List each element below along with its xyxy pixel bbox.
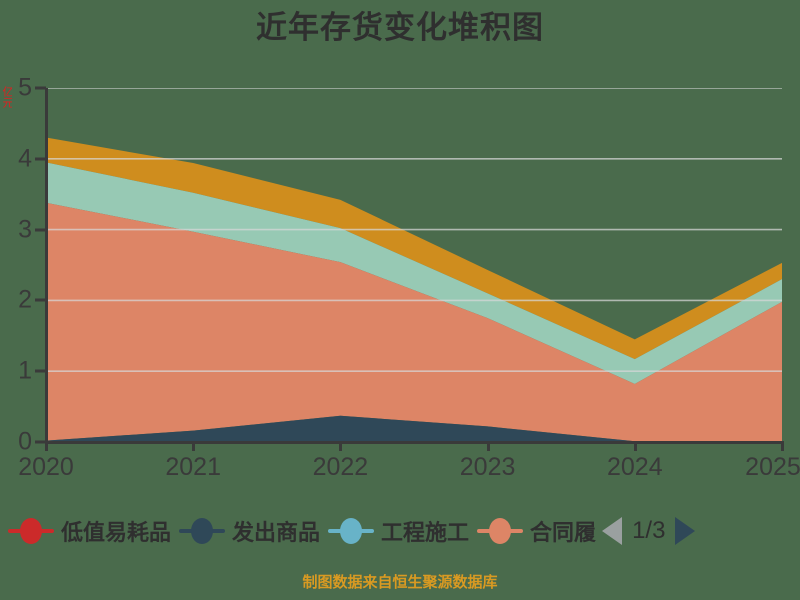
y-tick-mark — [35, 228, 46, 232]
legend-item-label: 工程施工 — [381, 520, 470, 545]
legend-marker-icon — [8, 518, 54, 544]
x-tick-label: 2020 — [18, 453, 74, 481]
y-tick-mark — [35, 440, 46, 444]
chart-title: 近年存货变化堆积图 — [256, 10, 544, 45]
x-tick-label: 2025H — [745, 453, 800, 481]
y-axis: 0 1 2 3 4 5 — [0, 70, 46, 460]
legend-pager[interactable]: 1/3 — [602, 517, 696, 545]
y-tick-mark — [35, 86, 46, 90]
x-tick-label: 2022 — [312, 453, 369, 481]
x-tick-label: 2021 — [165, 453, 221, 481]
legend-item-label: 发出商品 — [232, 520, 321, 545]
legend-marker-icon — [477, 518, 524, 544]
area-band-other — [46, 137, 782, 360]
x-axis-line — [46, 441, 782, 444]
plot-area — [46, 88, 782, 442]
y-tick-label: 3 — [18, 215, 32, 244]
x-tick-mark — [781, 441, 784, 451]
area-band-fachu — [46, 415, 782, 442]
area-band-gongcheng — [46, 162, 782, 384]
y-tick-mark — [35, 157, 46, 161]
legend-marker-icon — [328, 518, 375, 544]
legend-prev-page-arrow-icon[interactable] — [602, 517, 623, 545]
legend-item-label: 合同履 — [530, 520, 597, 545]
y-tick-mark — [35, 298, 46, 302]
x-tick-label: 2023 — [459, 453, 516, 481]
y-tick-label: 2 — [18, 285, 32, 314]
area-band-hetong — [46, 202, 782, 442]
x-tick-mark — [486, 441, 490, 451]
legend-item[interactable]: 低值易耗品 — [8, 515, 171, 547]
chart-legend: 低值易耗品 发出商品 工程施工 合同履 1/3 — [0, 505, 800, 557]
y-axis-title: 亿元 — [1, 86, 12, 108]
legend-item-label: 低值易耗品 — [61, 520, 172, 545]
legend-marker-icon — [179, 518, 226, 544]
x-tick-mark — [339, 441, 343, 451]
footer-note: 制图数据来自恒生聚源数据库 — [302, 574, 498, 591]
stacked-area-svg — [46, 88, 782, 442]
x-axis: 2020 2021 2022 2023 2024 2025H — [0, 441, 800, 487]
y-tick-label: 0 — [18, 427, 32, 456]
y-tick-label: 5 — [18, 73, 32, 102]
y-tick-label: 1 — [18, 356, 32, 385]
y-tick-label: 4 — [18, 144, 32, 173]
x-tick-label: 2024 — [606, 453, 663, 481]
legend-page-indicator: 1/3 — [632, 517, 666, 544]
legend-item[interactable]: 工程施工 — [328, 515, 469, 547]
y-tick-mark — [35, 369, 46, 373]
x-tick-mark — [192, 441, 196, 451]
legend-item[interactable]: 发出商品 — [179, 515, 320, 547]
x-tick-mark — [45, 441, 48, 451]
x-tick-mark — [633, 441, 637, 451]
legend-items: 低值易耗品 发出商品 工程施工 合同履 — [0, 515, 596, 547]
legend-next-page-arrow-icon[interactable] — [675, 517, 696, 545]
legend-item[interactable]: 合同履 — [477, 515, 596, 547]
y-axis-line — [45, 88, 48, 444]
